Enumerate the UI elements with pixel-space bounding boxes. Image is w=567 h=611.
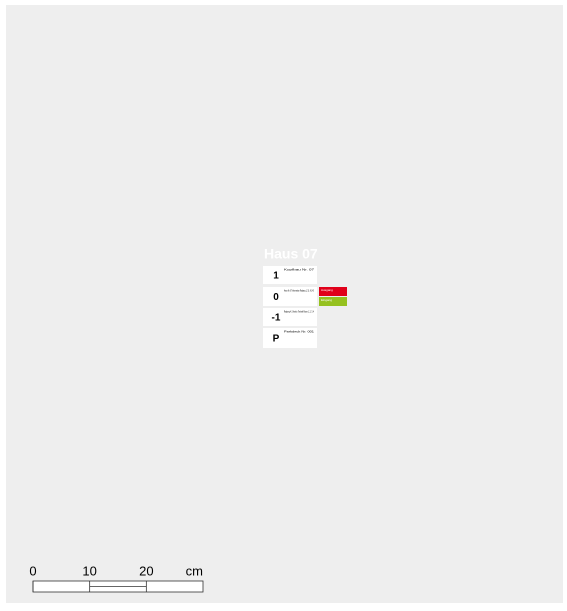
- floor-text: Haus Nr. 07 Information Raplang 1, 31, 4…: [284, 289, 314, 293]
- floor-text: Raplang 4, 5 Archiv, Technik Raum 1, 2, …: [284, 310, 314, 314]
- floor-level: P: [273, 334, 280, 345]
- floor-level: 1: [273, 271, 279, 282]
- tag: [319, 287, 347, 296]
- floor-level: -1: [272, 313, 281, 324]
- tag-text: Ausgang: [321, 288, 333, 292]
- floor-text: Parkdeck Nr. 001: [284, 330, 315, 334]
- floor-text: Kopfbau Nr. 07: [284, 268, 315, 272]
- scale-unit: cm: [186, 563, 203, 578]
- floor-panel: [263, 308, 317, 326]
- sign-title: Haus 07: [264, 246, 318, 262]
- tag-text: Eingang: [321, 298, 332, 302]
- floor-level: 0: [273, 292, 279, 303]
- scale-label: 10: [82, 563, 96, 578]
- floor-panel: [263, 266, 317, 284]
- floor-panel: [263, 287, 317, 306]
- floor-panel: [263, 328, 317, 348]
- scale-label: 20: [139, 563, 153, 578]
- tag: [319, 297, 347, 306]
- scale-label: 0: [29, 563, 36, 578]
